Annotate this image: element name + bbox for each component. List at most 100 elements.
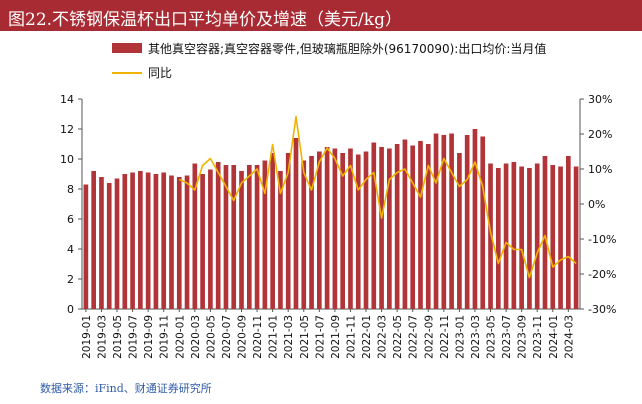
bar (527, 168, 532, 309)
source-note: 数据来源：iFind、财通证券研究所 (40, 382, 212, 395)
x-tick-label: 2022-07 (408, 315, 420, 359)
bar (130, 172, 135, 309)
x-tick-label: 2023-11 (532, 315, 544, 359)
bar (573, 166, 579, 309)
x-tick-label: 2024-01 (548, 315, 560, 359)
bar (262, 160, 268, 309)
series-line-yoy (178, 115, 577, 279)
legend-line-label: 同比 (148, 66, 173, 80)
bar (184, 175, 190, 309)
bar (488, 163, 493, 309)
x-tick-label: 2022-01 (361, 315, 373, 359)
bar (176, 177, 182, 309)
x-tick-label: 2024-03 (563, 315, 575, 359)
x-tick-label: 2022-09 (423, 315, 435, 359)
bar (208, 169, 213, 309)
left-tick-label: 0 (67, 303, 74, 316)
x-tick-label: 2023-07 (501, 315, 513, 359)
x-tick-label: 2020-01 (174, 315, 186, 359)
bar (534, 163, 540, 309)
bar (418, 141, 423, 309)
right-tick-label: -30% (588, 303, 616, 316)
bar (223, 165, 229, 309)
bar (99, 177, 104, 309)
left-tick-label: 4 (67, 243, 74, 256)
right-tick-label: 20% (588, 128, 612, 141)
bar (91, 171, 97, 309)
x-tick-label: 2019-07 (128, 315, 140, 359)
right-tick-label: -10% (588, 233, 616, 246)
x-tick-label: 2019-03 (96, 315, 108, 359)
bar (457, 153, 462, 309)
x-tick-label: 2021-07 (314, 315, 326, 359)
x-tick-label: 2021-11 (345, 315, 357, 359)
bar (379, 147, 384, 309)
x-tick-label: 2020-07 (221, 315, 233, 359)
bar (161, 172, 167, 309)
left-tick-label: 6 (67, 213, 74, 226)
bar (301, 160, 307, 309)
x-tick-label: 2021-09 (330, 315, 342, 359)
bar (511, 162, 517, 309)
x-tick-label: 2020-05 (205, 315, 217, 359)
right-tick-label: -20% (588, 268, 616, 281)
bar (293, 138, 299, 309)
bar (145, 172, 151, 309)
legend-bar-swatch (112, 43, 142, 53)
right-tick-label: 10% (588, 163, 612, 176)
bar (480, 136, 486, 309)
x-tick-label: 2023-03 (470, 315, 482, 359)
bar (503, 163, 509, 309)
bar (332, 148, 338, 309)
right-tick-label: 30% (588, 93, 612, 106)
bar (192, 163, 198, 309)
bar (254, 165, 260, 309)
bar (215, 162, 221, 309)
x-tick-label: 2023-09 (517, 315, 529, 359)
x-tick-label: 2020-03 (190, 315, 202, 359)
x-tick-label: 2021-05 (299, 315, 311, 359)
left-tick-label: 14 (60, 93, 74, 106)
left-tick-label: 12 (60, 123, 74, 136)
bar (122, 174, 128, 309)
bar (278, 171, 283, 309)
bar (464, 135, 470, 309)
bar (153, 174, 159, 309)
x-tick-label: 2023-01 (454, 315, 466, 359)
bar (410, 145, 416, 309)
x-tick-label: 2019-05 (112, 315, 124, 359)
bar (495, 168, 501, 309)
bar (433, 133, 439, 309)
bar (565, 156, 571, 309)
bar (558, 166, 563, 309)
x-tick-label: 2022-11 (439, 315, 451, 359)
x-tick-label: 2022-05 (392, 315, 404, 359)
bar (387, 148, 392, 309)
bar (449, 133, 454, 309)
bar (394, 144, 400, 309)
bar (114, 178, 120, 309)
x-tick-label: 2019-01 (81, 315, 93, 359)
bar (363, 151, 369, 309)
bar (138, 171, 143, 309)
x-tick-label: 2023-05 (486, 315, 498, 359)
bar (542, 156, 548, 309)
x-tick-label: 2022-03 (377, 315, 389, 359)
bar (355, 154, 361, 309)
bar (402, 139, 408, 309)
bar (239, 171, 244, 309)
bar (200, 174, 205, 309)
x-tick-label: 2019-11 (159, 315, 171, 359)
left-tick-label: 2 (67, 273, 74, 286)
bar (169, 175, 174, 309)
x-tick-label: 2021-01 (268, 315, 280, 359)
bar (519, 166, 524, 309)
x-tick-label: 2020-09 (237, 315, 249, 359)
bar (425, 144, 431, 309)
bar (550, 165, 556, 309)
bar (348, 148, 353, 309)
x-tick-label: 2019-09 (143, 315, 155, 359)
left-tick-label: 8 (67, 183, 74, 196)
bar (246, 165, 252, 309)
